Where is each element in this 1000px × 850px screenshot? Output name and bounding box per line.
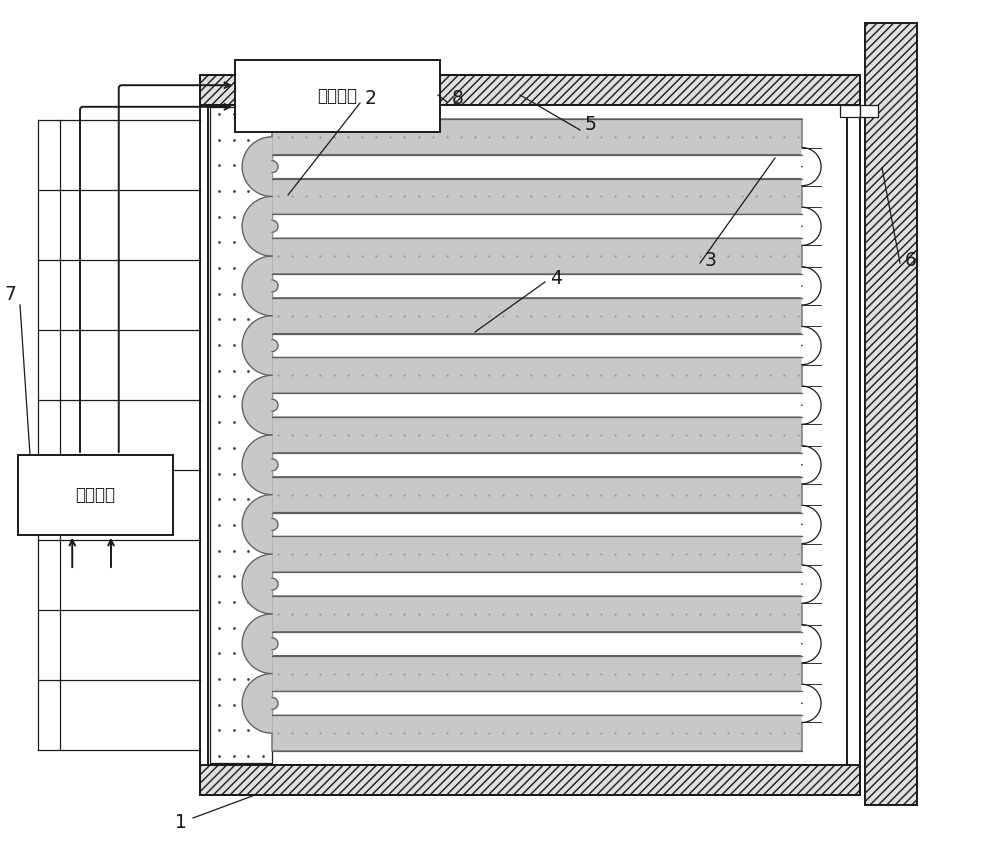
FancyBboxPatch shape bbox=[272, 358, 802, 394]
Text: 3: 3 bbox=[705, 251, 717, 269]
FancyBboxPatch shape bbox=[272, 238, 802, 274]
Text: 8: 8 bbox=[452, 88, 464, 107]
Polygon shape bbox=[802, 386, 821, 424]
Text: 调理电路: 调理电路 bbox=[76, 486, 116, 504]
Polygon shape bbox=[802, 565, 821, 604]
Polygon shape bbox=[242, 554, 278, 614]
Polygon shape bbox=[242, 196, 278, 256]
Polygon shape bbox=[802, 326, 821, 365]
Bar bbox=[210, 107, 272, 763]
Text: 5: 5 bbox=[585, 116, 597, 134]
Polygon shape bbox=[242, 256, 278, 315]
Polygon shape bbox=[242, 614, 278, 673]
Polygon shape bbox=[802, 684, 821, 722]
Polygon shape bbox=[802, 207, 821, 246]
Text: 2: 2 bbox=[365, 88, 377, 107]
Bar bbox=[865, 23, 917, 805]
Polygon shape bbox=[802, 625, 821, 663]
Polygon shape bbox=[802, 267, 821, 305]
Text: 7: 7 bbox=[5, 286, 17, 304]
Bar bbox=[200, 765, 860, 795]
Polygon shape bbox=[242, 495, 278, 554]
FancyBboxPatch shape bbox=[272, 417, 802, 453]
FancyBboxPatch shape bbox=[272, 298, 802, 333]
Polygon shape bbox=[242, 435, 278, 495]
Text: 能量储存: 能量储存 bbox=[318, 87, 358, 105]
Text: 6: 6 bbox=[905, 251, 917, 269]
Polygon shape bbox=[242, 137, 278, 196]
Text: 4: 4 bbox=[550, 269, 562, 287]
FancyBboxPatch shape bbox=[272, 655, 802, 691]
FancyBboxPatch shape bbox=[272, 716, 802, 751]
FancyBboxPatch shape bbox=[272, 178, 802, 214]
FancyBboxPatch shape bbox=[272, 477, 802, 513]
FancyBboxPatch shape bbox=[272, 536, 802, 572]
FancyBboxPatch shape bbox=[272, 119, 802, 155]
Bar bbox=[235, 60, 440, 132]
Text: 1: 1 bbox=[175, 813, 187, 831]
Polygon shape bbox=[802, 445, 821, 484]
Polygon shape bbox=[802, 148, 821, 185]
Bar bbox=[847, 105, 860, 765]
FancyBboxPatch shape bbox=[272, 596, 802, 632]
Polygon shape bbox=[242, 376, 278, 435]
Polygon shape bbox=[242, 673, 278, 734]
Bar bbox=[840, 105, 860, 117]
Polygon shape bbox=[802, 506, 821, 543]
Bar bbox=[200, 75, 860, 105]
Bar bbox=[860, 105, 878, 117]
Polygon shape bbox=[242, 315, 278, 376]
Bar bbox=[18, 455, 173, 535]
